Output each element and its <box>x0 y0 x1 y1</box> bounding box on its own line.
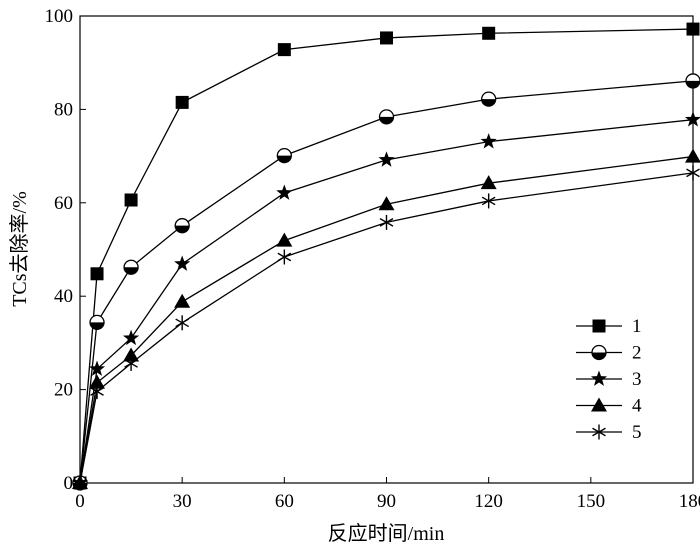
data-point <box>277 252 292 262</box>
data-point-fill <box>379 116 394 124</box>
series-line <box>79 155 694 484</box>
data-point <box>123 329 140 346</box>
data-point <box>124 359 138 368</box>
legend-label: 1 <box>632 316 642 337</box>
series-line <box>79 80 694 484</box>
x-tick-label: 180 <box>679 491 700 512</box>
legend-label: 2 <box>632 343 642 364</box>
data-point-fill <box>277 155 292 163</box>
data-point <box>684 111 700 127</box>
series-1 <box>73 22 700 490</box>
data-point <box>685 148 700 163</box>
y-tick-label: 60 <box>54 193 73 214</box>
x-tick-label: 30 <box>173 491 192 512</box>
data-point <box>124 193 138 207</box>
series-line <box>79 28 694 484</box>
series-layer <box>71 22 700 491</box>
plot-frame <box>79 15 694 484</box>
data-point <box>482 26 496 40</box>
data-point <box>90 267 104 281</box>
y-tick-label: 0 <box>64 473 74 494</box>
data-point <box>378 151 395 167</box>
data-point <box>592 319 606 333</box>
series-line <box>79 172 694 484</box>
data-point-fill <box>124 267 139 275</box>
x-tick-label: 0 <box>75 491 85 512</box>
legend-label: 5 <box>632 422 642 443</box>
y-tick-label: 100 <box>45 6 74 27</box>
data-point-fill <box>481 99 496 107</box>
data-point <box>592 427 606 437</box>
data-point <box>480 133 497 149</box>
legend-item: 3 <box>576 369 642 390</box>
data-point <box>686 22 700 36</box>
data-point <box>379 218 394 227</box>
y-tick-label: 80 <box>54 99 73 120</box>
x-tick-label: 150 <box>577 491 606 512</box>
data-point <box>686 168 700 178</box>
legend-item: 1 <box>576 316 642 337</box>
series-line <box>79 119 694 484</box>
data-point <box>174 293 191 308</box>
data-point <box>174 255 191 271</box>
data-point-fill <box>592 352 607 360</box>
legend-label: 4 <box>632 396 642 417</box>
data-point <box>378 196 395 211</box>
legend-item: 5 <box>576 422 642 443</box>
data-point <box>89 374 106 389</box>
data-point-fill <box>175 225 190 233</box>
legend: 1 2 3 4 5 <box>576 316 642 443</box>
data-point <box>175 95 189 109</box>
legend-item: 2 <box>576 343 642 364</box>
x-axis-label: 反应时间/min <box>328 522 445 545</box>
data-point <box>481 196 496 206</box>
data-point <box>88 360 106 376</box>
axis-ticks: 0 30 60 90 120 150 180 0 20 40 60 80 100 <box>45 6 700 512</box>
data-point <box>277 43 291 57</box>
legend-label: 3 <box>632 369 642 390</box>
x-tick-label: 90 <box>377 491 396 512</box>
y-axis-label: TCs去除率/% <box>8 191 31 307</box>
x-tick-label: 120 <box>474 491 503 512</box>
y-tick-label: 20 <box>54 380 73 401</box>
y-tick-label: 40 <box>54 286 73 307</box>
data-point <box>123 347 140 362</box>
data-point-fill <box>90 322 105 330</box>
data-point <box>590 370 608 386</box>
series-5 <box>73 165 700 491</box>
data-point <box>276 232 293 247</box>
data-point <box>73 478 87 488</box>
legend-item: 4 <box>576 396 642 417</box>
data-point <box>276 184 293 200</box>
data-point <box>591 397 607 412</box>
series-2 <box>72 73 700 491</box>
data-point <box>380 31 393 45</box>
series-4 <box>72 148 700 489</box>
x-tick-label: 60 <box>275 491 294 512</box>
data-point-fill <box>686 80 700 88</box>
data-point <box>480 175 497 190</box>
data-point <box>90 387 104 396</box>
data-point <box>175 318 190 328</box>
